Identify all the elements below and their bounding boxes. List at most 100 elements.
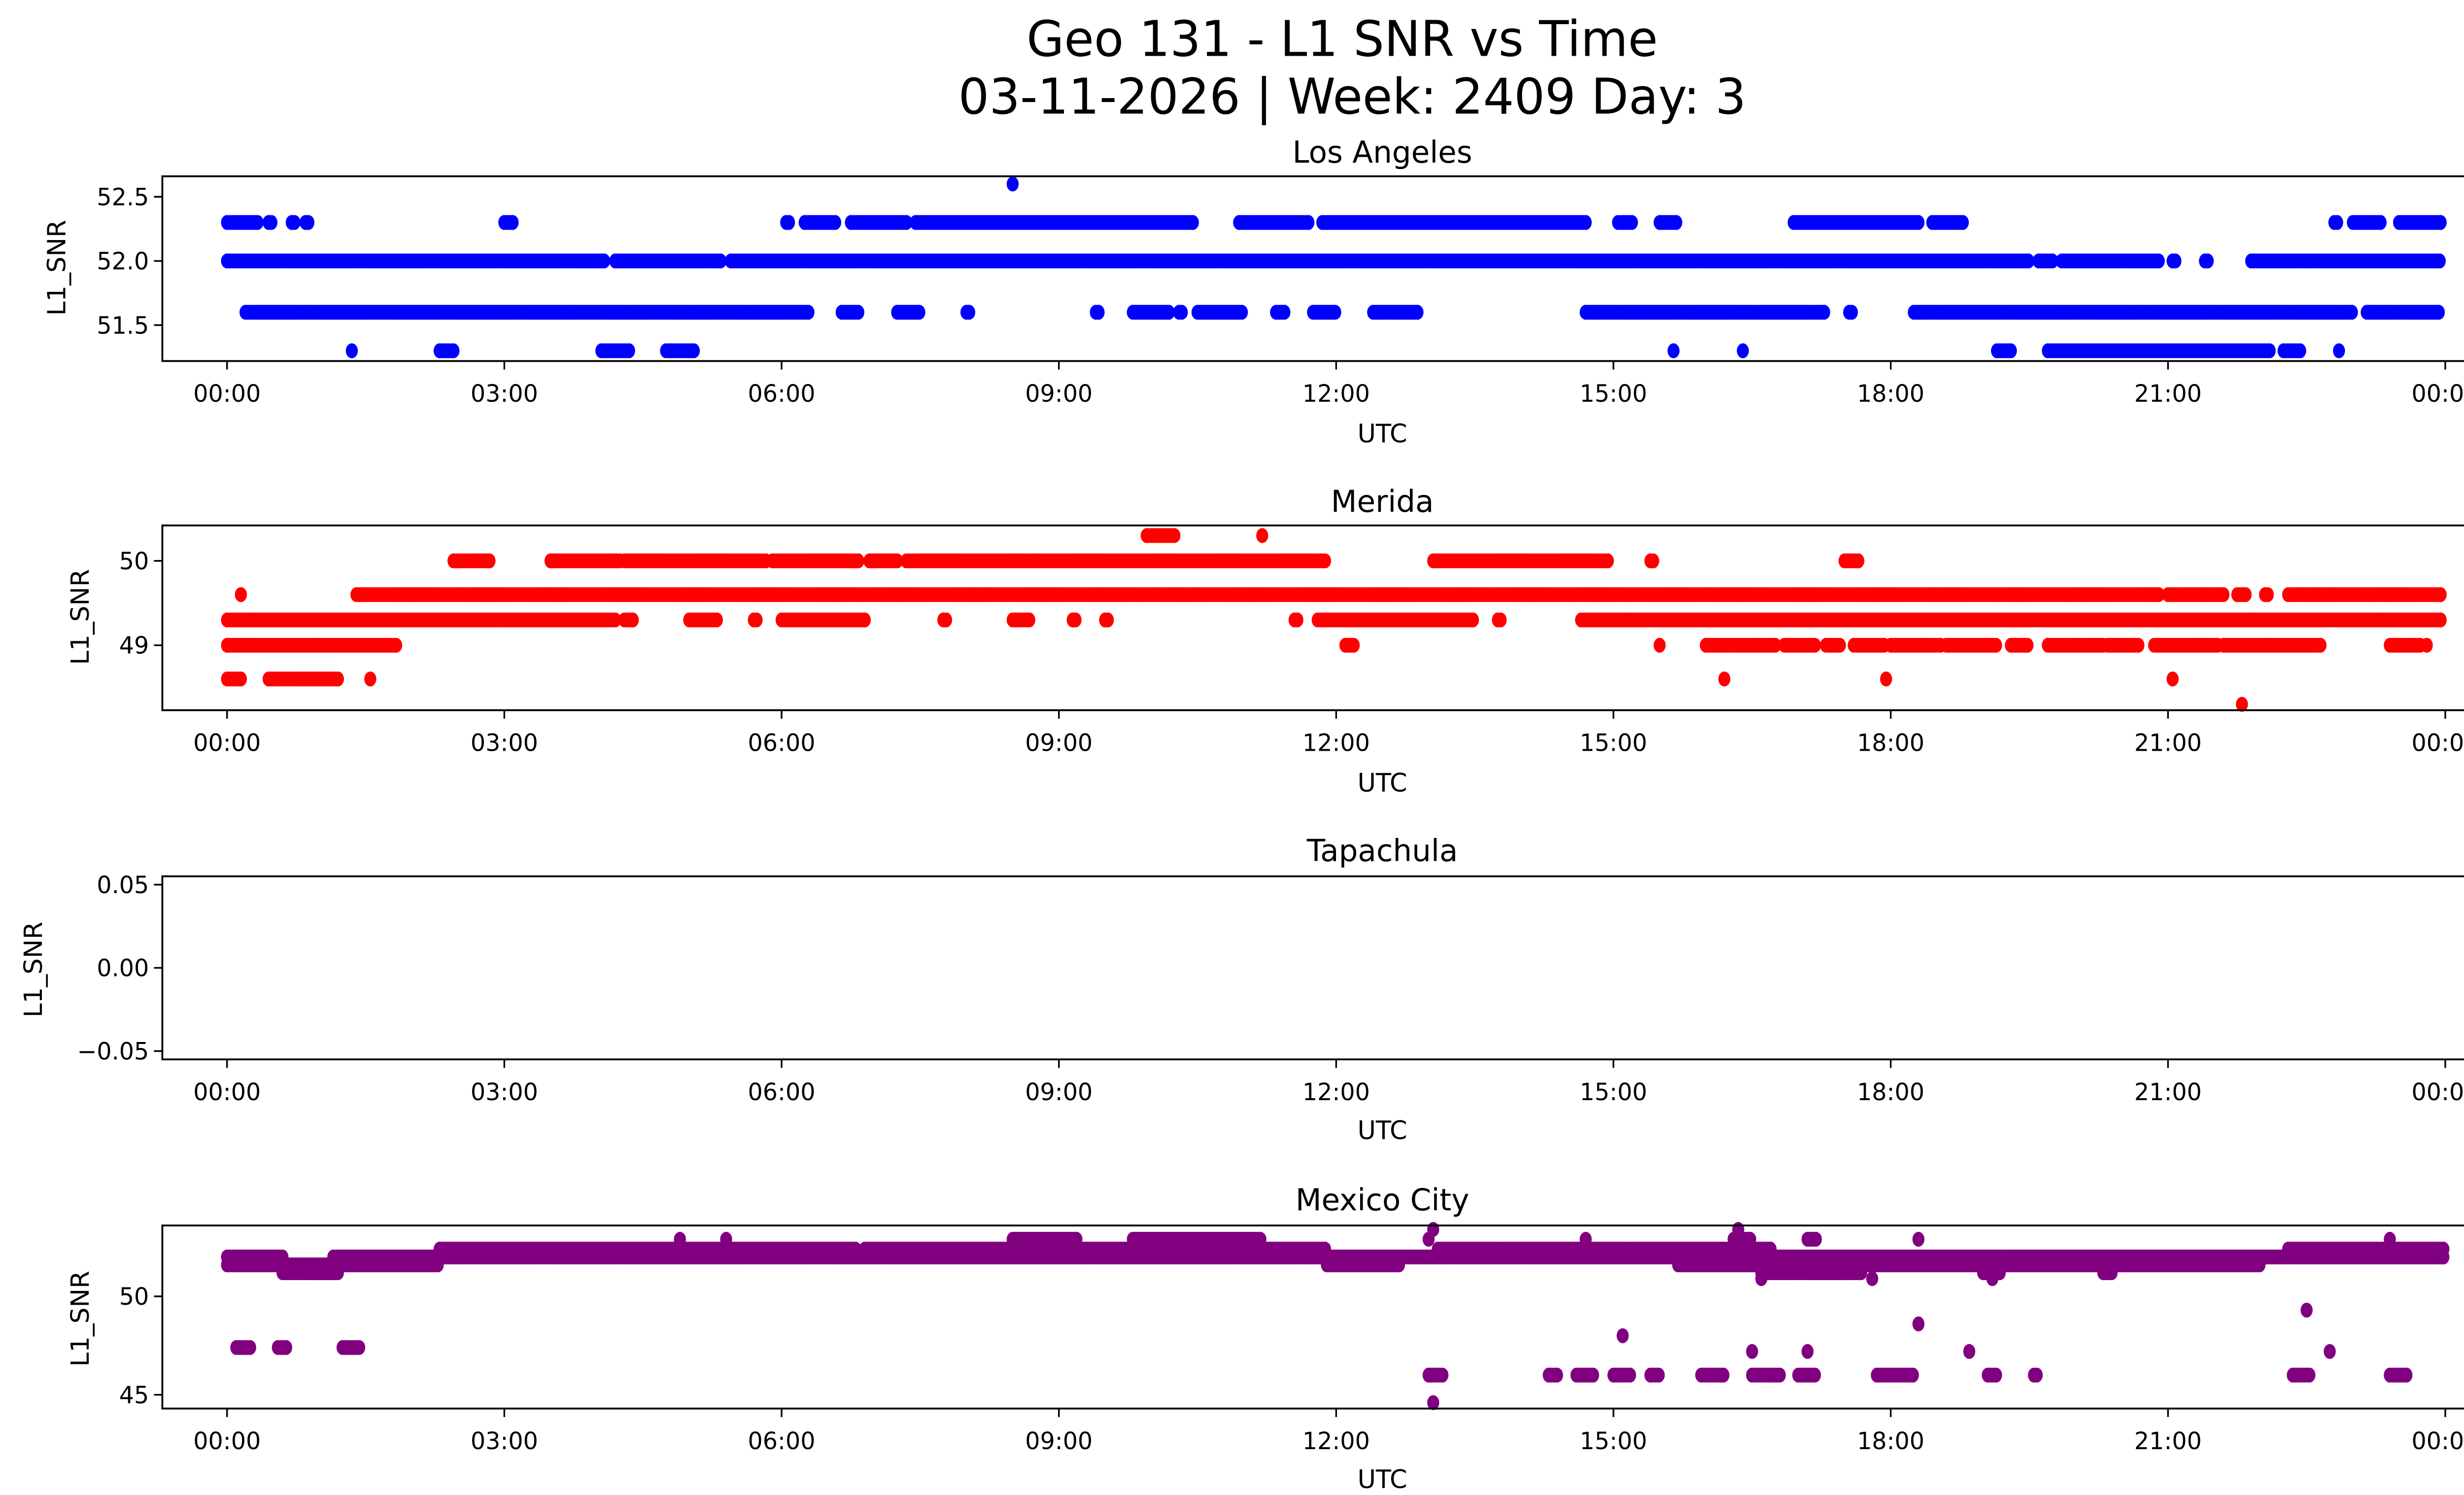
data-point	[2434, 215, 2447, 230]
data-point	[483, 553, 496, 569]
scatter-points	[221, 1222, 2450, 1410]
data-point	[1737, 343, 1749, 358]
chart-title: Geo 131 - L1 SNR vs Time	[1027, 11, 1658, 68]
x-tick-label: 12:00	[1302, 1078, 1370, 1106]
data-point	[1818, 305, 1830, 320]
data-point	[332, 671, 344, 687]
x-axis-label: UTC	[1358, 768, 1407, 798]
data-point	[1187, 215, 1199, 230]
data-point	[1175, 305, 1188, 320]
data-point	[2046, 253, 2059, 269]
y-tick-label: 49	[119, 632, 149, 660]
x-tick-label: 15:00	[1580, 730, 1647, 757]
y-axis-label: L1_SNR	[66, 569, 95, 664]
data-point	[1602, 553, 1614, 569]
data-point	[1006, 176, 1019, 192]
data-point	[1467, 612, 1479, 627]
data-point	[2263, 343, 2276, 358]
x-tick-label: 15:00	[1580, 1078, 1647, 1106]
data-point	[2433, 253, 2446, 269]
data-point	[364, 671, 376, 687]
data-point	[2201, 253, 2214, 269]
data-point	[626, 612, 639, 627]
data-point	[1023, 612, 1035, 627]
x-tick-label: 18:00	[1857, 1078, 1924, 1106]
data-point	[345, 343, 358, 358]
data-point	[447, 343, 460, 358]
data-point	[507, 215, 519, 230]
y-tick-label: 51.5	[97, 313, 149, 340]
data-point	[1494, 612, 1507, 627]
data-point	[2331, 215, 2343, 230]
data-point	[687, 343, 700, 358]
x-tick-label: 00:00	[2412, 1078, 2464, 1106]
y-tick-label: 50	[119, 548, 149, 575]
axes-frame	[161, 175, 2464, 362]
x-tick-label: 21:00	[2134, 730, 2202, 757]
data-point	[1319, 553, 1332, 569]
data-point	[2434, 587, 2447, 602]
panel-title: Mexico City	[1296, 1182, 1470, 1217]
data-point	[265, 215, 277, 230]
data-point	[598, 253, 611, 269]
data-point	[715, 253, 727, 269]
x-tick-label: 12:00	[1302, 381, 1370, 408]
x-tick-label: 00:00	[193, 1078, 261, 1106]
x-tick-label: 03:00	[471, 381, 538, 408]
data-point	[1093, 305, 1105, 320]
data-point	[852, 553, 864, 569]
data-point	[1846, 305, 1858, 320]
data-point	[1347, 637, 1360, 653]
x-tick-label: 00:00	[193, 381, 261, 408]
x-tick-label: 15:00	[1580, 381, 1647, 408]
data-point	[751, 612, 763, 627]
data-point	[623, 343, 635, 358]
panel-title: Tapachula	[1306, 833, 1458, 869]
panel-los-angeles: Los Angeles UTC L1_SNR 00:00 03:00 06:00 09…	[42, 135, 2464, 449]
data-point	[2261, 587, 2274, 602]
x-tick-label: 00:00	[2412, 381, 2464, 408]
data-point	[858, 612, 871, 627]
data-point	[2346, 305, 2358, 320]
data-point	[1302, 215, 1315, 230]
y-tick-label: 52.5	[97, 184, 149, 211]
x-tick-label: 06:00	[748, 730, 816, 757]
x-tick-label: 18:00	[1857, 730, 1924, 757]
panel-title: Los Angeles	[1293, 135, 1472, 170]
x-tick-label: 21:00	[2134, 381, 2202, 408]
data-point	[2169, 253, 2182, 269]
data-point	[1880, 671, 1892, 687]
x-tick-label: 06:00	[748, 381, 816, 408]
data-point	[900, 215, 913, 230]
data-point	[1101, 612, 1114, 627]
data-point	[2021, 637, 2034, 653]
data-point	[251, 215, 264, 230]
x-tick-label: 09:00	[1025, 381, 1093, 408]
x-tick-label: 09:00	[1025, 1078, 1093, 1106]
x-tick-label: 06:00	[748, 1078, 816, 1106]
y-tick-label: 52.0	[97, 248, 149, 275]
x-tick-label: 21:00	[2134, 1078, 2202, 1106]
data-point	[1278, 305, 1291, 320]
data-point	[1329, 305, 1341, 320]
data-point	[2294, 343, 2306, 358]
y-axis-label: L1_SNR	[19, 922, 48, 1017]
data-point	[302, 215, 314, 230]
data-point	[1667, 343, 1680, 358]
x-tick-label: 12:00	[1302, 730, 1370, 757]
panel-title: Merida	[1331, 484, 1434, 519]
data-point	[913, 305, 925, 320]
data-point	[2153, 253, 2165, 269]
y-tick-label: 0.05	[97, 872, 149, 899]
data-point	[2005, 343, 2017, 358]
axes-frame	[161, 875, 2464, 1061]
y-axis-label: L1_SNR	[66, 1271, 95, 1366]
x-axis-label: UTC	[1358, 1465, 1407, 1495]
data-point	[235, 587, 247, 602]
y-tick-label: −0.05	[77, 1038, 149, 1065]
x-tick-label: 00:00	[2412, 730, 2464, 757]
data-point	[2434, 612, 2447, 627]
data-point	[1069, 612, 1082, 627]
x-tick-label: 09:00	[1025, 730, 1093, 757]
